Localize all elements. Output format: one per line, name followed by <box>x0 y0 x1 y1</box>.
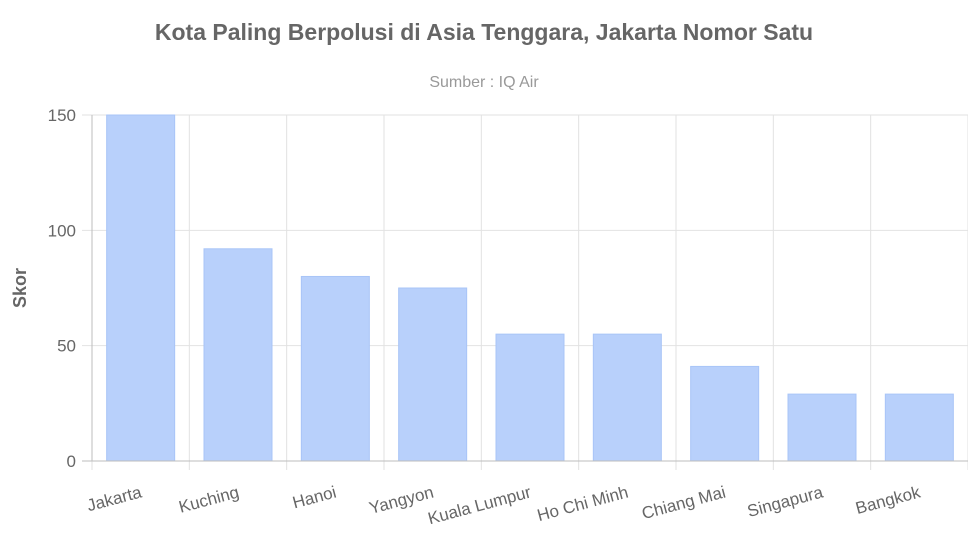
bar-hanoi[interactable] <box>300 275 370 462</box>
x-tick-label: Singapura <box>745 482 825 521</box>
bars <box>106 114 954 462</box>
chart-title: Kota Paling Berpolusi di Asia Tenggara, … <box>155 19 813 45</box>
x-tick-label: Ho Chi Minh <box>535 483 630 526</box>
bar-jakarta[interactable] <box>106 114 176 462</box>
y-tick-labels: 0 50 100 150 <box>48 106 76 471</box>
x-tick-label: Kuala Lumpur <box>426 482 533 528</box>
bar-kuching[interactable] <box>203 248 273 462</box>
y-tick-label: 150 <box>48 106 76 125</box>
axes <box>82 115 968 462</box>
chart-subtitle: Sumber : IQ Air <box>429 74 539 91</box>
x-tick-label: Jakarta <box>85 482 144 515</box>
x-tick-label: Hanoi <box>291 483 339 513</box>
bar-singapura[interactable] <box>787 393 857 462</box>
bar-chiang-mai[interactable] <box>690 365 760 462</box>
bar-yangyon[interactable] <box>398 287 468 462</box>
x-tick-label: Yangyon <box>367 483 436 518</box>
y-tick-label: 100 <box>48 221 76 240</box>
x-tick-label: Kuching <box>177 483 241 517</box>
y-axis-label: Skor <box>10 268 30 308</box>
x-tick-label: Chiang Mai <box>640 483 728 524</box>
y-tick-label: 50 <box>57 337 76 356</box>
bar-kuala-lumpur[interactable] <box>495 333 565 462</box>
x-tick-label: Bangkok <box>854 482 923 518</box>
bar-ho-chi-minh[interactable] <box>592 333 662 462</box>
bar-bangkok[interactable] <box>884 393 954 462</box>
y-tick-label: 0 <box>67 452 76 471</box>
